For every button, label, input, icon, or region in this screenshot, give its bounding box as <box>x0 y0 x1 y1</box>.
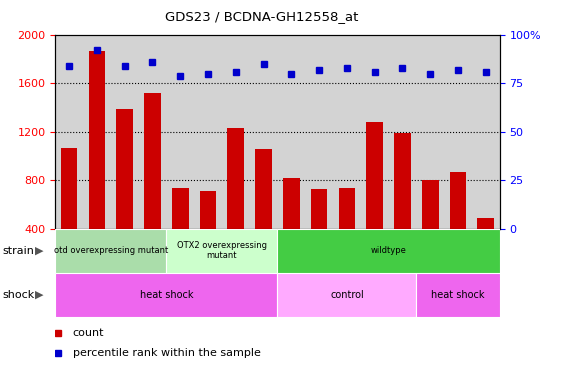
Bar <box>200 191 216 277</box>
Bar <box>55 229 166 273</box>
Bar <box>278 229 500 273</box>
Text: GDS23 / BCDNA-GH12558_at: GDS23 / BCDNA-GH12558_at <box>165 10 358 23</box>
Text: percentile rank within the sample: percentile rank within the sample <box>73 348 260 358</box>
Text: OTX2 overexpressing
mutant: OTX2 overexpressing mutant <box>177 241 267 261</box>
Bar <box>61 147 77 277</box>
Text: ▶: ▶ <box>35 290 44 300</box>
Bar <box>55 273 278 317</box>
Text: control: control <box>330 290 364 300</box>
Bar <box>450 172 467 277</box>
Bar <box>422 180 439 277</box>
Text: ▶: ▶ <box>35 246 44 256</box>
Bar <box>311 189 328 277</box>
Text: wildtype: wildtype <box>371 246 407 255</box>
Bar <box>116 109 133 277</box>
Bar <box>278 273 417 317</box>
Bar <box>172 187 188 277</box>
Bar <box>417 273 500 317</box>
Bar <box>88 51 105 277</box>
Bar <box>227 128 244 277</box>
Text: heat shock: heat shock <box>139 290 193 300</box>
Text: strain: strain <box>3 246 35 256</box>
Text: otd overexpressing mutant: otd overexpressing mutant <box>53 246 168 255</box>
Bar <box>366 122 383 277</box>
Text: shock: shock <box>3 290 35 300</box>
Bar <box>339 187 355 277</box>
Bar <box>166 229 278 273</box>
Bar <box>255 149 272 277</box>
Bar <box>478 218 494 277</box>
Text: count: count <box>73 328 104 338</box>
Text: heat shock: heat shock <box>431 290 485 300</box>
Bar <box>144 93 161 277</box>
Bar <box>283 178 300 277</box>
Bar <box>394 133 411 277</box>
